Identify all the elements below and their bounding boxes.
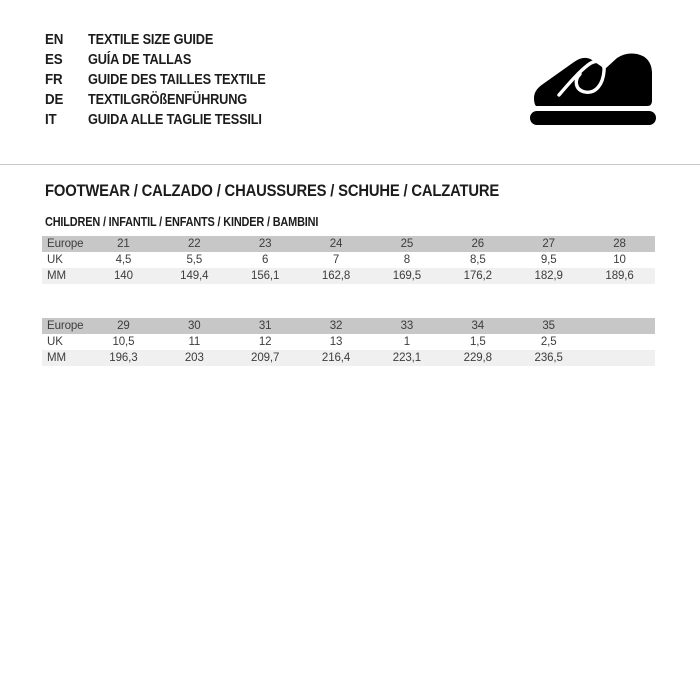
row-label: MM	[42, 350, 88, 366]
size-cell: 209,7	[229, 350, 301, 366]
size-cell: 30	[158, 318, 230, 334]
size-cell: 10,5	[112, 336, 135, 348]
language-list: EN TEXTILE SIZE GUIDE ES GUÍA DE TALLAS …	[45, 30, 290, 130]
size-cell: 236,5	[513, 350, 585, 366]
size-cell: 35	[513, 318, 585, 334]
size-cell: 203	[158, 350, 230, 366]
size-cell: 8,5	[469, 254, 486, 266]
row-label: MM	[42, 268, 88, 284]
row-label: Europe	[42, 236, 88, 252]
language-code: DE	[45, 92, 64, 108]
language-label: TEXTILGRÖßENFÜHRUNG	[88, 92, 247, 108]
size-cell: 11	[188, 336, 201, 348]
size-cell: 2,5	[540, 336, 557, 348]
size-cell: 5,5	[186, 254, 203, 266]
size-cell: 189,6	[584, 268, 655, 284]
size-cell: 21	[88, 236, 159, 252]
size-cell: 156,1	[229, 268, 301, 284]
size-cell: 22	[158, 236, 230, 252]
size-cell: 13	[329, 336, 343, 348]
size-cell: 140	[88, 268, 159, 284]
size-cell: 9,5	[540, 254, 557, 266]
language-code: FR	[45, 72, 63, 88]
size-cell: 26	[442, 236, 514, 252]
size-cell: 33	[371, 318, 443, 334]
size-cell: 1,5	[469, 336, 486, 348]
mm-row: MM 140 149,4 156,1 162,8 169,5 176,2 182…	[42, 268, 655, 284]
size-cell: 12	[258, 336, 272, 348]
uk-row: UK 10,5 11 12 13 1 1,5 2,5	[42, 334, 655, 350]
children-size-table-2: Europe 29 30 31 32 33 34 35 UK 10,5 11 1…	[42, 318, 655, 366]
children-size-table-1: Europe 21 22 23 24 25 26 27 28 UK 4,5 5,…	[42, 236, 655, 284]
language-label: GUIDA ALLE TAGLIE TESSILI	[88, 112, 262, 128]
row-label: UK	[47, 254, 63, 266]
size-cell	[584, 318, 655, 334]
size-cell: 1	[403, 336, 411, 348]
size-cell: 8	[403, 254, 411, 266]
size-cell: 7	[332, 254, 340, 266]
size-cell: 162,8	[300, 268, 372, 284]
size-cell: 229,8	[442, 350, 514, 366]
size-cell: 10	[613, 254, 626, 266]
language-row-es: ES GUÍA DE TALLAS	[45, 50, 290, 70]
language-label: GUÍA DE TALLAS	[88, 52, 192, 68]
language-code: EN	[45, 32, 64, 48]
language-code: IT	[45, 112, 57, 128]
subsection-title-children: CHILDREN / INFANTIL / ENFANTS / KINDER /…	[45, 214, 319, 229]
size-cell: 182,9	[513, 268, 585, 284]
size-cell	[584, 334, 655, 350]
uk-row: UK 4,5 5,5 6 7 8 8,5 9,5 10	[42, 252, 655, 268]
horizontal-divider	[0, 164, 700, 165]
row-label: UK	[47, 336, 63, 348]
size-cell: 25	[371, 236, 443, 252]
language-code: ES	[45, 52, 63, 68]
row-label: Europe	[42, 318, 88, 334]
europe-row: Europe 21 22 23 24 25 26 27 28	[42, 236, 655, 252]
size-cell: 23	[229, 236, 301, 252]
size-cell: 6	[262, 254, 269, 266]
europe-row: Europe 29 30 31 32 33 34 35	[42, 318, 655, 334]
size-cell: 216,4	[300, 350, 372, 366]
size-cell: 29	[88, 318, 159, 334]
language-row-en: EN TEXTILE SIZE GUIDE	[45, 30, 290, 50]
size-cell: 31	[229, 318, 301, 334]
size-cell: 28	[584, 236, 655, 252]
size-cell: 196,3	[88, 350, 159, 366]
language-label: GUIDE DES TAILLES TEXTILE	[88, 72, 266, 88]
language-row-it: IT GUIDA ALLE TAGLIE TESSILI	[45, 110, 290, 130]
size-cell	[584, 350, 655, 366]
size-cell: 176,2	[442, 268, 514, 284]
size-cell: 149,4	[158, 268, 230, 284]
language-row-fr: FR GUIDE DES TAILLES TEXTILE	[45, 70, 290, 90]
size-cell: 27	[513, 236, 585, 252]
size-cell: 24	[300, 236, 372, 252]
language-row-de: DE TEXTILGRÖßENFÜHRUNG	[45, 90, 290, 110]
size-cell: 32	[300, 318, 372, 334]
size-cell: 223,1	[371, 350, 443, 366]
size-cell: 34	[442, 318, 514, 334]
size-cell: 169,5	[371, 268, 443, 284]
mm-row: MM 196,3 203 209,7 216,4 223,1 229,8 236…	[42, 350, 655, 366]
shoe-icon	[530, 53, 656, 125]
size-cell: 4,5	[115, 254, 132, 266]
section-title-footwear: FOOTWEAR / CALZADO / CHAUSSURES / SCHUHE…	[45, 181, 500, 200]
language-label: TEXTILE SIZE GUIDE	[88, 32, 214, 48]
